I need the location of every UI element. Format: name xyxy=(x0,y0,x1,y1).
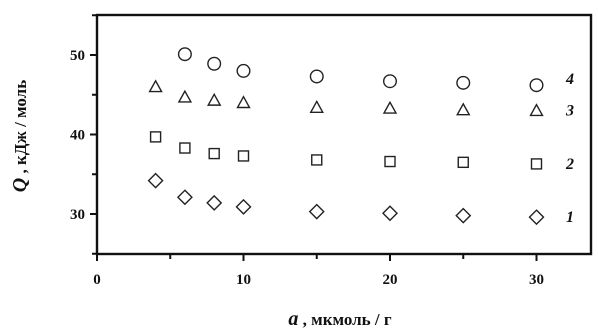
circle-marker xyxy=(236,63,251,78)
x-tick-label: 10 xyxy=(236,272,251,288)
square-marker xyxy=(457,156,469,169)
diamond-marker xyxy=(176,189,193,206)
y-tick-label: 40 xyxy=(70,128,85,144)
diamond-marker xyxy=(308,203,325,220)
diamond-marker xyxy=(235,198,252,215)
square-marker xyxy=(179,142,191,154)
y-axis-title: Q , кДж / моль xyxy=(9,80,31,192)
axis-ticks xyxy=(90,14,538,261)
y-tick-label: 30 xyxy=(70,207,85,223)
triangle-marker xyxy=(207,92,222,106)
square-marker xyxy=(530,158,543,170)
circle-marker xyxy=(529,78,544,93)
triangle-marker xyxy=(148,79,163,93)
series-labels: 1 2 3 4 xyxy=(565,71,574,226)
diamond-marker xyxy=(382,205,398,222)
square-marker xyxy=(149,131,162,143)
x-tick-label: 30 xyxy=(529,272,544,288)
series-label: 4 xyxy=(565,71,574,88)
data-marks xyxy=(147,47,545,226)
triangle-marker xyxy=(236,95,251,109)
square-marker xyxy=(311,154,323,166)
circle-marker xyxy=(456,75,471,90)
series-label: 1 xyxy=(566,209,574,226)
series-label: 3 xyxy=(565,103,574,120)
y-tick-label: 50 xyxy=(70,48,85,64)
square-marker xyxy=(384,155,396,168)
series-label: 2 xyxy=(565,156,574,173)
circle-marker xyxy=(177,47,192,62)
x-tick-label: 20 xyxy=(383,272,398,288)
triangle-marker xyxy=(177,89,193,103)
x-axis-title: a , мкмоль / г xyxy=(288,308,392,330)
triangle-marker xyxy=(529,103,544,117)
triangle-marker xyxy=(309,100,324,113)
diamond-marker xyxy=(206,194,223,211)
diamond-marker xyxy=(455,207,472,224)
triangle-marker xyxy=(382,100,398,114)
triangle-marker xyxy=(456,102,471,116)
tick-labels: 0 10 20 30 30 40 50 xyxy=(70,48,544,288)
circle-marker xyxy=(309,69,324,84)
diamond-marker xyxy=(147,172,164,189)
x-tick-label: 0 xyxy=(93,272,101,288)
plot-frame xyxy=(95,13,593,256)
square-marker xyxy=(237,150,250,162)
square-marker xyxy=(208,147,220,160)
circle-marker xyxy=(207,56,222,71)
circle-marker xyxy=(383,74,398,89)
diamond-marker xyxy=(528,209,545,226)
